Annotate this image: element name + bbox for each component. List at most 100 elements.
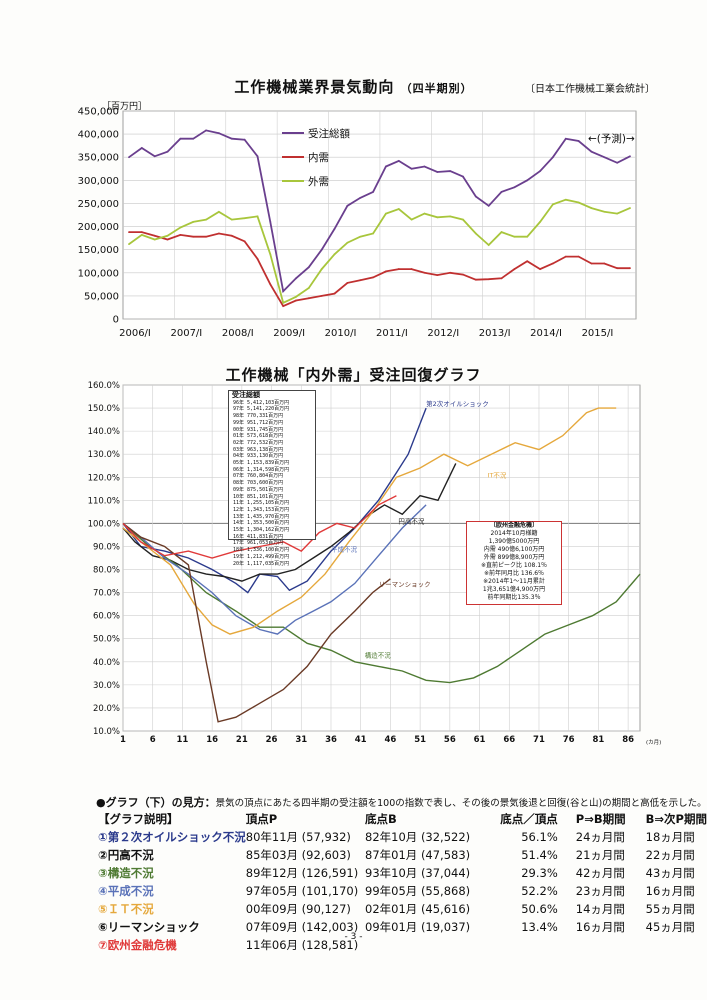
cycle-table-row: ②円高不況 85年03月 (92,603) 87年01月 (47,583) 51.4%… — [98, 846, 707, 864]
data-point — [269, 283, 272, 286]
x-tick-label: 36 — [325, 735, 337, 745]
x-tick-label: 71 — [533, 735, 545, 745]
note-line: 内需 490億6,100万円 — [483, 546, 545, 553]
data-point — [577, 201, 580, 204]
data-point — [359, 279, 362, 282]
cycle-table-cell: 99年05月 (55,868) — [365, 884, 471, 898]
x-tick-label: 2010/Ⅰ — [325, 328, 357, 339]
cycle-table-header: 【グラフ説明】 — [98, 812, 179, 826]
cycle-table-cell: 24ヵ月間 — [575, 830, 625, 844]
cycle-table-row: ⑤ＩＴ不況 00年09月 (90,127) 02年01月 (45,616) 50.6%… — [98, 900, 707, 918]
data-point — [449, 170, 452, 172]
data-point — [243, 217, 246, 220]
data-point — [410, 268, 413, 270]
y-tick-label: 150,000 — [78, 245, 119, 256]
y-tick-label: 250,000 — [78, 199, 119, 210]
y-tick-label: 300,000 — [78, 176, 119, 187]
cycle-table-cell: 56.1% — [521, 830, 558, 844]
legend-row: 19年 1,212,499百万円 — [233, 553, 290, 560]
cycle-table-cell: 00年09月 (90,127) — [245, 902, 351, 916]
y-tick-label: 30.0% — [93, 681, 120, 691]
data-point — [128, 243, 130, 246]
series-line-ＩＴ不況 — [122, 407, 617, 635]
legend-row: 98年 770,331百万円 — [233, 413, 284, 420]
y-tick-label: 110.0% — [88, 496, 120, 506]
series-line-リーマンショック — [122, 522, 391, 723]
data-point — [552, 203, 554, 206]
data-point — [410, 167, 413, 170]
cycle-table-row: ④平成不況 97年05月 (101,170) 99年05月 (55,868) 52.2… — [98, 882, 707, 900]
x-tick-label: 2013/Ⅰ — [479, 328, 511, 339]
y-tick-label: 50,000 — [84, 291, 119, 302]
cycle-table-cell: 21ヵ月間 — [575, 848, 625, 862]
x-tick-label: 26 — [266, 735, 278, 745]
legend-row: 10年 851,101百万円 — [233, 493, 284, 500]
x-tick-label: 21 — [236, 735, 248, 745]
cycle-table-cell: 52.2% — [521, 884, 558, 898]
data-point — [230, 234, 233, 237]
cycle-table-cell: 55ヵ月間 — [645, 902, 695, 916]
legend-row: 04年 933,130百万円 — [233, 453, 284, 460]
data-point — [166, 238, 169, 241]
x-tick-label: 2008/Ⅰ — [222, 328, 254, 339]
legend-row: 01年 573,618百万円 — [233, 433, 284, 440]
data-point — [590, 262, 593, 265]
data-point — [462, 273, 464, 276]
data-point — [179, 137, 182, 140]
data-point — [372, 232, 374, 235]
data-point — [590, 150, 593, 153]
note-line: 1兆3,651億4,900万円 — [482, 586, 546, 593]
cycle-table-cell: 13.4% — [521, 920, 558, 934]
x-tick-label: 2015/Ⅰ — [582, 328, 614, 339]
x-tick-label: 86 — [622, 735, 634, 745]
cycle-table-header: 底点／頂点 — [500, 812, 558, 826]
page-number: - 3 - — [344, 932, 363, 942]
data-point — [500, 231, 503, 234]
data-point — [243, 240, 246, 243]
legend-label: 外需 — [308, 176, 329, 188]
data-point — [295, 277, 297, 280]
legend-row: 06年 1,314,598百万円 — [233, 466, 290, 473]
y-tick-label: 450,000 — [78, 107, 119, 118]
legend-row: 05年 1,153,839百万円 — [233, 460, 290, 467]
data-point — [449, 271, 452, 274]
data-point — [256, 215, 259, 218]
y-tick-label: 40.0% — [93, 658, 120, 668]
y-tick-label: 90.0% — [93, 542, 120, 552]
x-tick-label: 61 — [474, 735, 486, 745]
data-point — [487, 204, 490, 207]
data-point — [256, 258, 259, 260]
y-tick-label: 10.0% — [93, 727, 120, 737]
data-point — [192, 221, 195, 223]
cycle-table-cell: ④平成不況 — [98, 884, 154, 898]
cycle-table-cell: 43ヵ月間 — [645, 866, 695, 880]
y-tick-label: 350,000 — [78, 153, 119, 164]
cycle-table-row: ③構造不況 89年12月 (126,591) 93年10月 (37,044) 29.3… — [98, 864, 707, 882]
cycle-table-row: ①第２次オイルショック不況 80年11月 (57,932) 82年10月 (32,5… — [98, 828, 707, 846]
y-tick-label: 120.0% — [88, 473, 120, 483]
note-line: ※2014年1～11月累計 — [483, 578, 545, 585]
series-annotation: IT不況 — [488, 470, 507, 479]
x-tick-label: 2007/Ⅰ — [170, 328, 202, 339]
cycle-table-row: ⑥リーマンショック 07年09月 (142,003) 09年01月 (19,037)… — [98, 918, 707, 936]
chart1-title: 工作機械業界景気動向 （四半期別） — [234, 78, 473, 96]
cycle-table-cell: ①第２次オイルショック不況 — [98, 830, 246, 844]
data-point — [269, 221, 272, 223]
x-tick-label: 2011/Ⅰ — [376, 328, 408, 339]
cycle-table-cell: 02年01月 (45,616) — [365, 902, 471, 916]
data-point — [577, 140, 580, 142]
data-point — [333, 292, 336, 295]
cycle-table-cell: 93年10月 (37,044) — [365, 866, 471, 880]
data-point — [128, 156, 130, 159]
cycle-table-cell: 14ヵ月間 — [575, 902, 625, 916]
x-tick-label: 1 — [120, 735, 126, 745]
data-point — [564, 255, 567, 258]
data-point — [333, 253, 336, 256]
cycle-table-cell: ③構造不況 — [98, 866, 154, 880]
series-line-外需 — [128, 198, 631, 305]
data-point — [500, 277, 503, 280]
data-point — [192, 235, 195, 238]
x-tick-label: 2006/Ⅰ — [119, 328, 151, 339]
data-point — [153, 234, 156, 237]
data-point — [269, 253, 272, 256]
